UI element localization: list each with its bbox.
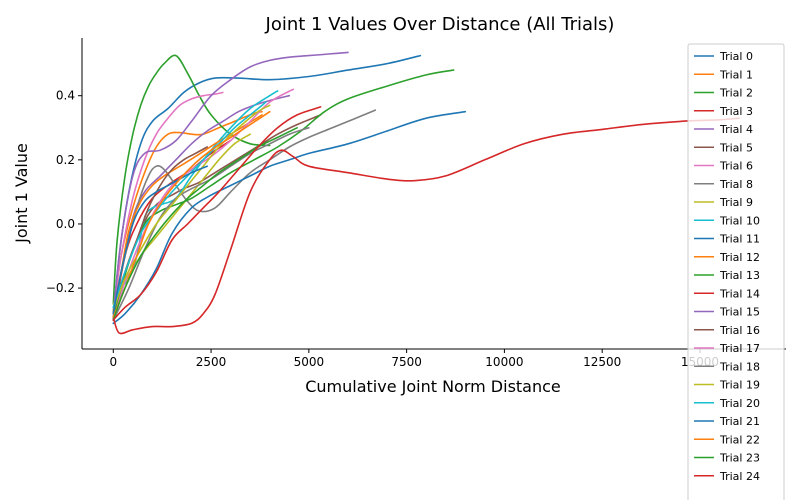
series-line-trial-2 [112,54,271,305]
series-line-trial-4 [112,94,291,318]
legend-label: Trial 15 [719,306,760,319]
series-line-trial-21 [112,165,208,315]
y-tick-label: 0.0 [56,217,75,231]
series-line-trial-1 [112,110,263,315]
y-axis-label: Joint 1 Value [12,143,31,244]
legend-label: Trial 9 [719,196,753,209]
series-line-trial-22 [112,110,271,318]
legend-label: Trial 19 [719,379,760,392]
x-ticks: 0250050007500100001250015000 [109,349,719,369]
plot-lines [112,51,740,335]
legend-label: Trial 22 [719,433,760,446]
series-line-trial-8 [112,109,377,312]
series-line-trial-14 [112,117,740,335]
legend-label: Trial 5 [719,141,753,154]
legend-label: Trial 2 [719,87,753,100]
legend-label: Trial 0 [719,50,753,63]
legend-label: Trial 8 [719,178,753,191]
x-tick-label: 10000 [485,355,523,369]
legend: Trial 0 Trial 1 Trial 2 Trial 3 Trial 4 Trial… [687,43,785,500]
series-line-trial-11 [112,110,467,325]
x-tick-label: 0 [109,355,117,369]
series-line-trial-6 [112,91,224,312]
series-line-trial-15 [112,51,349,315]
legend-label: Trial 12 [719,251,760,264]
legend-label: Trial 4 [719,123,753,136]
series-line-trial-20 [112,101,267,309]
series-line-trial-13 [112,69,455,318]
legend-label: Trial 6 [719,160,753,173]
legend-frame [687,43,785,500]
x-tick-label: 7500 [391,355,422,369]
legend-label: Trial 17 [719,342,760,355]
y-tick-label: 0.2 [56,153,75,167]
series-line-trial-24 [112,106,322,321]
x-tick-label: 12500 [583,355,621,369]
legend-label: Trial 21 [719,415,760,428]
x-tick-label: 2500 [196,355,227,369]
legend-label: Trial 1 [719,68,753,81]
legend-label: Trial 18 [719,360,760,373]
chart-title: Joint 1 Values Over Distance (All Trials… [265,14,615,35]
legend-label: Trial 3 [719,105,753,118]
series-line-trial-17 [112,88,294,321]
y-tick-label: 0.4 [56,89,75,103]
y-ticks: −0.2 0.0 0.2 0.4 [46,89,82,295]
legend-label: Trial 10 [719,214,760,227]
legend-label: Trial 14 [719,287,760,300]
legend-label: Trial 13 [719,269,760,282]
legend-label: Trial 11 [719,233,760,246]
x-axis-label: Cumulative Joint Norm Distance [305,377,561,396]
y-tick-label: −0.2 [46,281,75,295]
legend-label: Trial 23 [719,452,760,465]
legend-label: Trial 24 [719,470,760,483]
legend-label: Trial 20 [719,397,760,410]
x-tick-label: 5000 [294,355,325,369]
legend-label: Trial 16 [719,324,760,337]
